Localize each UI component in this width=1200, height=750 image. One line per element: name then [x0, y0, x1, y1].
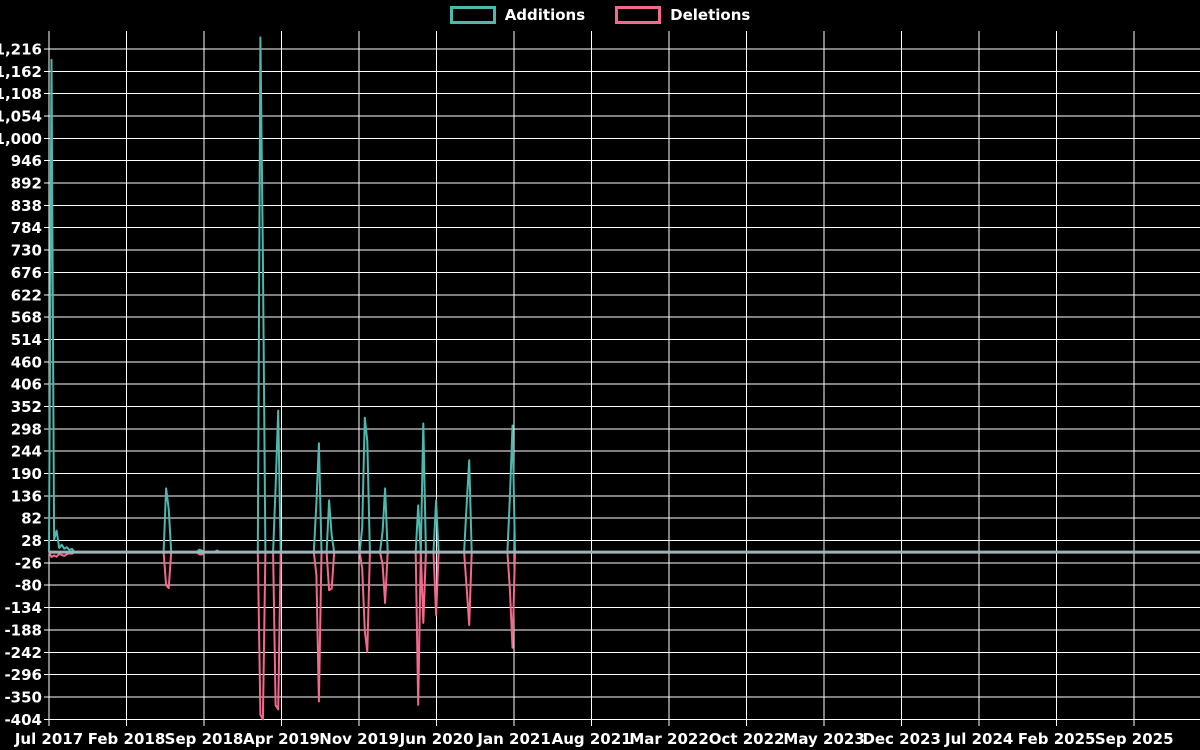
- x-axis-tick-label: Feb 2018: [88, 730, 166, 748]
- y-axis-tick-label: 1,108: [0, 85, 42, 103]
- y-axis-tick-label: 460: [11, 353, 42, 371]
- x-axis-tick-label: Apr 2019: [243, 730, 320, 748]
- x-axis-tick-label: May 2023: [783, 730, 864, 748]
- series-lines: [48, 36, 1200, 721]
- y-axis-tick-label: 136: [11, 487, 42, 505]
- y-axis-tick-label: 298: [11, 420, 42, 438]
- x-axis-tick-label: Aug 2021: [552, 730, 632, 748]
- legend-label-deletions: Deletions: [670, 5, 751, 24]
- y-axis-tick-label: 28: [21, 532, 42, 550]
- y-axis-tick-label: 1,054: [0, 108, 42, 126]
- x-axis-tick-label: Mar 2022: [629, 730, 708, 748]
- x-axis-tick-label: Jun 2020: [399, 730, 474, 748]
- additions-swatch: [449, 6, 496, 24]
- y-axis-tick-label: -296: [4, 666, 42, 684]
- y-axis-tick-label: 190: [11, 465, 42, 483]
- x-axis-labels: Jul 2017 Feb 2018 Sep 2018 Apr 2019 Nov 2019…: [14, 730, 1174, 748]
- y-axis-tick-label: 838: [11, 197, 42, 215]
- y-axis-tick-label: 82: [21, 510, 42, 528]
- deletions-swatch: [615, 6, 662, 24]
- y-axis-tick-label: -404: [4, 711, 42, 729]
- y-axis-tick-label: 514: [11, 331, 42, 349]
- y-axis-tick-label: -26: [15, 554, 42, 572]
- y-axis-tick-label: 406: [11, 376, 42, 394]
- y-axis-tick-label: -242: [4, 644, 42, 662]
- x-axis-tick-label: Oct 2022: [709, 730, 785, 748]
- legend-item-deletions[interactable]: Deletions: [615, 6, 750, 24]
- legend-item-additions[interactable]: Additions: [449, 5, 586, 24]
- y-axis-tick-label: -350: [4, 689, 42, 707]
- legend-label-additions: Additions: [504, 5, 586, 24]
- y-axis-tick-label: -134: [4, 599, 42, 617]
- gridlines: [44, 31, 1200, 726]
- y-axis-tick-label: 244: [11, 443, 42, 461]
- y-axis-tick-label: 1,216: [0, 41, 42, 59]
- y-axis-tick-label: 784: [11, 219, 42, 237]
- x-axis-tick-label: Sep 2025: [1095, 730, 1174, 748]
- x-axis-tick-label: Feb 2025: [1018, 730, 1096, 748]
- deletions-line: [48, 551, 1200, 721]
- y-axis-tick-label: -188: [4, 621, 42, 639]
- y-axis-tick-label: 1,162: [0, 63, 42, 81]
- y-axis-tick-label: 730: [11, 242, 42, 260]
- y-axis-tick-label: 1,000: [0, 130, 42, 148]
- y-axis-tick-label: 946: [11, 152, 42, 170]
- x-axis-tick-label: Nov 2019: [319, 730, 399, 748]
- x-axis-tick-label: Dec 2023: [862, 730, 941, 748]
- y-axis-tick-label: 622: [11, 286, 42, 304]
- y-axis-tick-label: 892: [11, 175, 42, 193]
- chart-legend: Additions Deletions: [0, 6, 1200, 24]
- y-axis-labels: -404 -350 -296 -242 -188 -134 -80 -26 28 82 136 190…: [0, 41, 42, 729]
- x-axis-tick-label: Jan 2021: [476, 730, 550, 748]
- x-axis-tick-label: Sep 2018: [165, 730, 244, 748]
- y-axis-tick-label: -80: [15, 577, 42, 595]
- x-axis-tick-label: Jul 2017: [14, 730, 83, 748]
- y-axis-tick-label: 352: [11, 398, 42, 416]
- y-axis-tick-label: 676: [11, 264, 42, 282]
- x-axis-tick-label: Jul 2024: [944, 730, 1013, 748]
- y-axis-tick-label: 568: [11, 309, 42, 327]
